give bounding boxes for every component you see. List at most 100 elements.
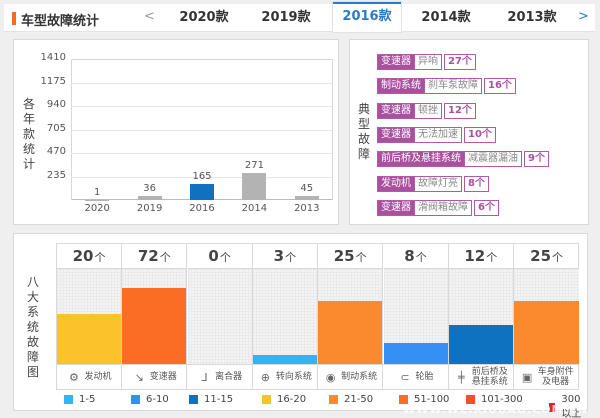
tab-2016[interactable]: 2016款 xyxy=(333,2,401,32)
system-bar[interactable] xyxy=(252,354,317,364)
fault-system-tag: 变速器 xyxy=(377,102,415,119)
fault-system-tag: 变速器 xyxy=(377,199,415,216)
bar-2016[interactable] xyxy=(190,183,214,200)
y-tick-label: 235 xyxy=(46,169,66,181)
system-name-cell[interactable]: ╪ 前后桥及 悬挂系统 xyxy=(449,365,514,389)
system-plot xyxy=(57,269,121,364)
system-count: 20个 xyxy=(57,244,121,269)
fault-item[interactable]: 变速器 无法加速 10个 xyxy=(377,126,496,143)
typical-faults-panel: 典型故障 变速器 异响 27个制动系统 刹车泵故障 16个 变速器 顿挫 12个变速器 无法加速… xyxy=(349,39,589,225)
system-bar[interactable] xyxy=(514,301,580,364)
fault-count: 8个 xyxy=(464,175,489,192)
x-tick-label: 2019 xyxy=(136,203,163,214)
bar-2020[interactable] xyxy=(85,199,110,200)
system-count: 3个 xyxy=(252,244,317,269)
system-name-cell[interactable]: ⊂ 轮胎 xyxy=(384,365,449,389)
legend-item: 300以上 xyxy=(549,394,589,418)
fault-count: 27个 xyxy=(444,54,476,70)
gridline xyxy=(71,82,333,84)
legend-item: 11-15 xyxy=(189,394,233,405)
system-bar[interactable] xyxy=(57,313,121,364)
fault-item[interactable]: 前后桥及悬挂系统 减震器漏油 9个 xyxy=(377,151,549,168)
system-count-value: 0 xyxy=(208,247,219,265)
system-name-cell[interactable]: ⅃ 离合器 xyxy=(188,365,253,389)
system-name: 变速器 xyxy=(149,372,177,382)
legend-swatch xyxy=(262,395,271,404)
fault-system-tag: 变速器 xyxy=(377,126,415,143)
system-count: 25个 xyxy=(318,244,383,269)
fault-item[interactable]: 制动系统 刹车泵故障 16个 xyxy=(377,78,516,95)
prev-year-arrow[interactable]: < xyxy=(144,9,155,24)
title-accent-bar xyxy=(12,12,16,25)
typical-faults-label: 典型故障 xyxy=(357,102,370,161)
fault-description: 减震器漏油 xyxy=(465,151,522,168)
page-title: 车型故障统计 xyxy=(21,14,100,29)
legend-swatch xyxy=(131,395,140,404)
count-unit: 个 xyxy=(486,251,498,264)
next-year-arrow[interactable]: > xyxy=(578,9,589,24)
system-name: 转向系统 xyxy=(275,372,312,382)
system-name-cell[interactable]: ⚙ 发动机 xyxy=(57,365,122,389)
system-column: 20个 xyxy=(57,244,122,364)
engine-icon: ⚙ xyxy=(69,370,79,384)
fault-system-tag: 变速器 xyxy=(377,54,415,70)
count-unit: 个 xyxy=(219,251,231,264)
x-tick-label: 2020 xyxy=(84,203,110,214)
system-count-value: 12 xyxy=(464,247,486,265)
gridline xyxy=(71,153,333,154)
system-name: 制动系统 xyxy=(341,372,378,382)
bar-2014[interactable] xyxy=(242,172,267,200)
system-name: 发动机 xyxy=(84,372,112,382)
system-name: 车身附件 及电器 xyxy=(537,367,574,387)
system-names-row: ⚙ 发动机 ↘ 变速器 ⅃ 离合器 ⊕ 转向系统 ◉ 制动系统 ⊂ 轮胎 ╪ 前后桥及 悬挂系统 ▣ 车身附件及… xyxy=(56,365,579,390)
system-name-cell[interactable]: ▣ 车身附件 及电器 xyxy=(514,365,579,389)
system-name-cell[interactable]: ◉ 制动系统 xyxy=(318,365,384,389)
fault-item[interactable]: 发动机 故障灯亮 8个 xyxy=(377,175,489,192)
bar-2019[interactable] xyxy=(137,196,162,200)
legend-swatch xyxy=(399,395,408,404)
legend-label: 11-15 xyxy=(204,394,234,405)
legend-item: 16-20 xyxy=(262,394,306,405)
steering-wheel-icon: ⊕ xyxy=(260,370,270,384)
x-tick-label: 2016 xyxy=(189,203,215,214)
system-plot xyxy=(187,269,252,364)
system-bar[interactable] xyxy=(383,343,448,364)
tab-2019[interactable]: 2019款 xyxy=(261,10,311,25)
fault-count: 10个 xyxy=(464,126,496,143)
gridline xyxy=(71,106,333,107)
system-name: 前后桥及 悬挂系统 xyxy=(471,367,508,387)
tab-2014[interactable]: 2014款 xyxy=(421,10,471,25)
y-tick-label: 1175 xyxy=(40,75,66,87)
legend-swatch xyxy=(466,395,475,404)
fault-item[interactable]: 变速器 异响 27个 xyxy=(377,54,476,70)
system-plot xyxy=(514,269,580,364)
systems-grid: 20个 72个 0个 3个 25个 8个 12个 25个 xyxy=(56,243,580,365)
system-name-cell[interactable]: ↘ 变速器 xyxy=(122,365,188,389)
system-name-cell[interactable]: ⊕ 转向系统 xyxy=(253,365,318,389)
bar-2013[interactable] xyxy=(294,195,319,200)
count-unit: 个 xyxy=(159,251,171,264)
system-bar[interactable] xyxy=(122,288,187,364)
count-unit: 个 xyxy=(285,251,297,264)
legend-swatch xyxy=(64,395,73,404)
y-tick-label: 1410 xyxy=(40,52,66,63)
fault-description: 滑阀箱故障 xyxy=(415,199,472,216)
system-bar[interactable] xyxy=(318,301,383,364)
year-stats-label: 各年款统计 xyxy=(22,97,35,171)
fault-count: 6个 xyxy=(474,199,499,216)
system-column: 3个 xyxy=(252,244,318,364)
tab-2020[interactable]: 2020款 xyxy=(179,10,229,25)
fault-item[interactable]: 变速器 滑阀箱故障 6个 xyxy=(377,199,499,216)
legend-item: 51-100 xyxy=(399,394,449,405)
system-column: 12个 xyxy=(448,244,514,364)
brake-disc-icon: ◉ xyxy=(325,370,336,384)
fault-item[interactable]: 变速器 顿挫 12个 xyxy=(377,102,476,119)
legend-item: 21-50 xyxy=(329,394,373,405)
system-bar[interactable] xyxy=(448,325,513,364)
tab-2013[interactable]: 2013款 xyxy=(507,10,557,25)
x-tick-label: 2014 xyxy=(241,203,268,214)
y-tick-label: 940 xyxy=(46,99,66,110)
gridline xyxy=(71,129,333,131)
system-plot xyxy=(383,269,448,364)
system-column: 25个 xyxy=(318,244,384,364)
